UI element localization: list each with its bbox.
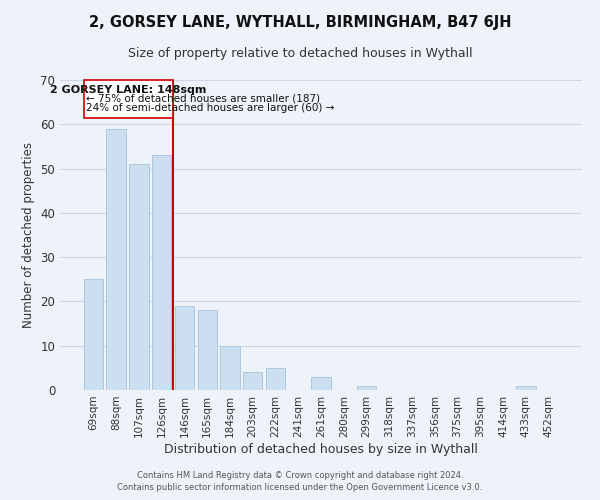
Bar: [266, 368, 285, 390]
Bar: [129, 164, 149, 390]
Text: 2 GORSEY LANE: 148sqm: 2 GORSEY LANE: 148sqm: [50, 86, 206, 96]
Bar: [152, 156, 172, 390]
Bar: [220, 346, 239, 390]
Bar: [243, 372, 262, 390]
Text: Contains public sector information licensed under the Open Government Licence v3: Contains public sector information licen…: [118, 484, 482, 492]
Text: 2, GORSEY LANE, WYTHALL, BIRMINGHAM, B47 6JH: 2, GORSEY LANE, WYTHALL, BIRMINGHAM, B47…: [89, 15, 511, 30]
Bar: [357, 386, 376, 390]
Bar: [106, 128, 126, 390]
Bar: [84, 280, 103, 390]
Text: Size of property relative to detached houses in Wythall: Size of property relative to detached ho…: [128, 48, 472, 60]
X-axis label: Distribution of detached houses by size in Wythall: Distribution of detached houses by size …: [164, 442, 478, 456]
FancyBboxPatch shape: [83, 80, 173, 118]
Text: 24% of semi-detached houses are larger (60) →: 24% of semi-detached houses are larger (…: [86, 103, 334, 113]
Text: ← 75% of detached houses are smaller (187): ← 75% of detached houses are smaller (18…: [86, 94, 320, 104]
Bar: [311, 376, 331, 390]
Bar: [175, 306, 194, 390]
Text: Contains HM Land Registry data © Crown copyright and database right 2024.: Contains HM Land Registry data © Crown c…: [137, 471, 463, 480]
Y-axis label: Number of detached properties: Number of detached properties: [22, 142, 35, 328]
Bar: [197, 310, 217, 390]
Bar: [516, 386, 536, 390]
